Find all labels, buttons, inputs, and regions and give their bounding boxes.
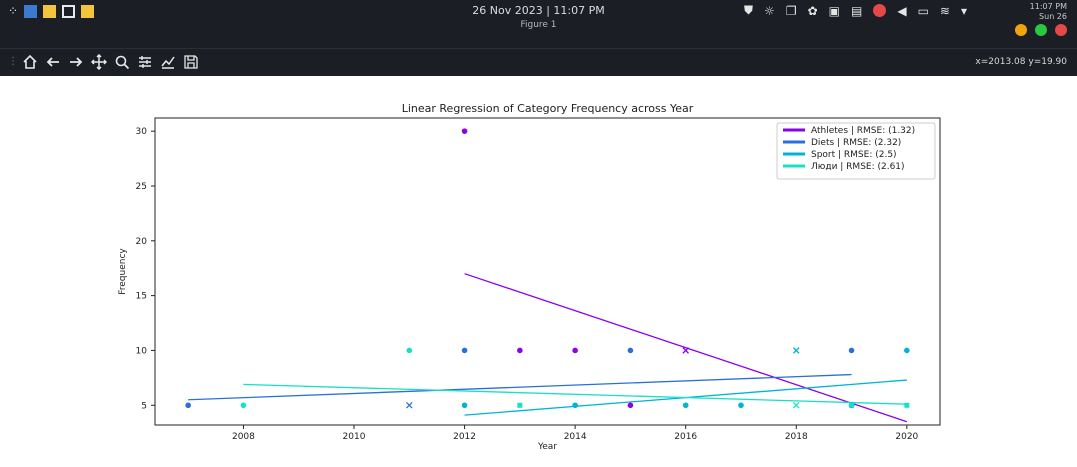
- data-point: [572, 402, 578, 409]
- window-title: Figure 1: [520, 20, 557, 30]
- data-point: [461, 402, 468, 409]
- data-point: [517, 402, 523, 408]
- x-tick-label: 2008: [232, 432, 255, 442]
- forward-arrow-icon[interactable]: [66, 52, 86, 72]
- figure-toolbar: ⋮ x=2013.08 y=19.90: [0, 48, 1077, 76]
- data-point: [406, 347, 413, 354]
- data-point: [904, 402, 910, 408]
- dropdown-icon[interactable]: ▾: [960, 3, 967, 18]
- home-icon[interactable]: [20, 52, 40, 72]
- clock-time: 11:07 PM: [1029, 2, 1067, 11]
- data-point-stroke: [793, 347, 800, 354]
- workspace-1-icon[interactable]: [24, 5, 38, 18]
- x-tick-label: 2020: [895, 432, 918, 442]
- workspace-4-icon[interactable]: [81, 5, 95, 18]
- x-tick-label: 2018: [785, 432, 808, 442]
- tray-left: ⁘: [8, 4, 95, 18]
- subplots-icon[interactable]: [135, 52, 155, 72]
- regression-line: [243, 383, 907, 405]
- y-axis-title: Frequency: [118, 248, 128, 295]
- legend-label: Люди | RMSE: (2.61): [811, 162, 905, 172]
- toolbar-grip-icon[interactable]: ⋮: [8, 56, 18, 67]
- data-point: [406, 402, 413, 409]
- legend: Athletes | RMSE: (1.32) Diets | RMSE: (2.…: [776, 122, 936, 180]
- legend-label: Athletes | RMSE: (1.32): [811, 126, 915, 136]
- shield-icon[interactable]: ⛊: [744, 3, 754, 17]
- clock[interactable]: 11:07 PM Sun 26: [1030, 2, 1067, 22]
- tray-right: ⛊ ☼ ❐ ✿ ▣ ▤ ◀ ▭ ≋ ▾: [744, 3, 967, 18]
- data-point: [682, 402, 689, 409]
- data-point: [461, 347, 468, 354]
- cursor-coordinates: x=2013.08 y=19.90: [975, 57, 1067, 67]
- data-point-stroke: [682, 347, 689, 354]
- data-points: [185, 128, 910, 409]
- terminal-icon[interactable]: ▣: [828, 3, 840, 18]
- data-point: [572, 347, 578, 354]
- zoom-icon[interactable]: [112, 52, 132, 72]
- data-point: [627, 402, 634, 409]
- axes: 2008 2010 2012 2014 2016 2018 2020 5 10 15 20 25 30: [136, 127, 919, 442]
- weather-icon[interactable]: ☼: [764, 3, 775, 18]
- legend-label: Sport | RMSE: (2.5): [811, 150, 897, 160]
- data-point: [627, 347, 634, 354]
- edit-axes-icon[interactable]: [158, 52, 178, 72]
- pan-icon[interactable]: [89, 52, 109, 72]
- settings-icon[interactable]: ✿: [807, 3, 818, 18]
- datetime-label: 26 Nov 2023 | 11:07 PM: [472, 4, 605, 17]
- clock-day: Sun 26: [1039, 12, 1067, 21]
- data-point: [185, 402, 191, 409]
- data-point: [461, 128, 468, 134]
- data-point: [738, 402, 744, 409]
- y-tick-label: 5: [141, 401, 147, 411]
- data-point-stroke: [793, 402, 800, 409]
- y-tick-label: 15: [136, 292, 147, 302]
- minimize-button[interactable]: [1015, 24, 1027, 36]
- battery-icon[interactable]: ▭: [917, 3, 929, 18]
- data-point: [904, 347, 910, 354]
- legend-label: Diets | RMSE: (2.32): [811, 138, 901, 148]
- title-bar: ⁘ 26 Nov 2023 | 11:07 PM Figure 1 ⛊ ☼ ❐ …: [0, 0, 1077, 48]
- record-icon[interactable]: [873, 4, 887, 17]
- x-tick-label: 2014: [564, 432, 587, 442]
- volume-icon[interactable]: ◀: [897, 3, 907, 18]
- chart-title: Linear Regression of Category Frequency …: [402, 102, 694, 115]
- workspace-3-icon[interactable]: [62, 5, 76, 18]
- data-point: [793, 347, 800, 354]
- data-point: [849, 402, 855, 408]
- data-point-stroke: [406, 402, 413, 409]
- y-tick-label: 20: [136, 237, 148, 247]
- screens-icon[interactable]: ❐: [785, 3, 797, 18]
- workspace-2-icon[interactable]: [43, 5, 57, 18]
- data-point: [517, 347, 523, 354]
- x-tick-label: 2016: [674, 432, 697, 442]
- wifi-icon[interactable]: ≋: [939, 3, 950, 18]
- legend-box: [776, 122, 936, 180]
- y-tick-label: 30: [136, 127, 148, 137]
- data-point: [848, 347, 855, 354]
- data-point: [793, 402, 800, 409]
- window-controls: [1015, 24, 1067, 36]
- maximize-button[interactable]: [1035, 24, 1047, 36]
- clipboard-icon[interactable]: ▤: [850, 3, 863, 18]
- x-tick-label: 2010: [343, 432, 366, 442]
- data-point: [682, 347, 689, 354]
- back-arrow-icon[interactable]: [43, 52, 63, 72]
- apps-icon[interactable]: ⁘: [8, 4, 19, 18]
- regression-line: [464, 273, 908, 423]
- regression-lines: [188, 273, 908, 423]
- save-icon[interactable]: [181, 52, 201, 72]
- y-tick-label: 10: [136, 346, 148, 356]
- y-tick-label: 25: [136, 182, 147, 192]
- regression-line: [188, 373, 852, 401]
- x-tick-label: 2012: [453, 432, 476, 442]
- data-point: [240, 402, 247, 409]
- x-axis-title: Year: [537, 442, 557, 452]
- close-button[interactable]: [1055, 24, 1067, 36]
